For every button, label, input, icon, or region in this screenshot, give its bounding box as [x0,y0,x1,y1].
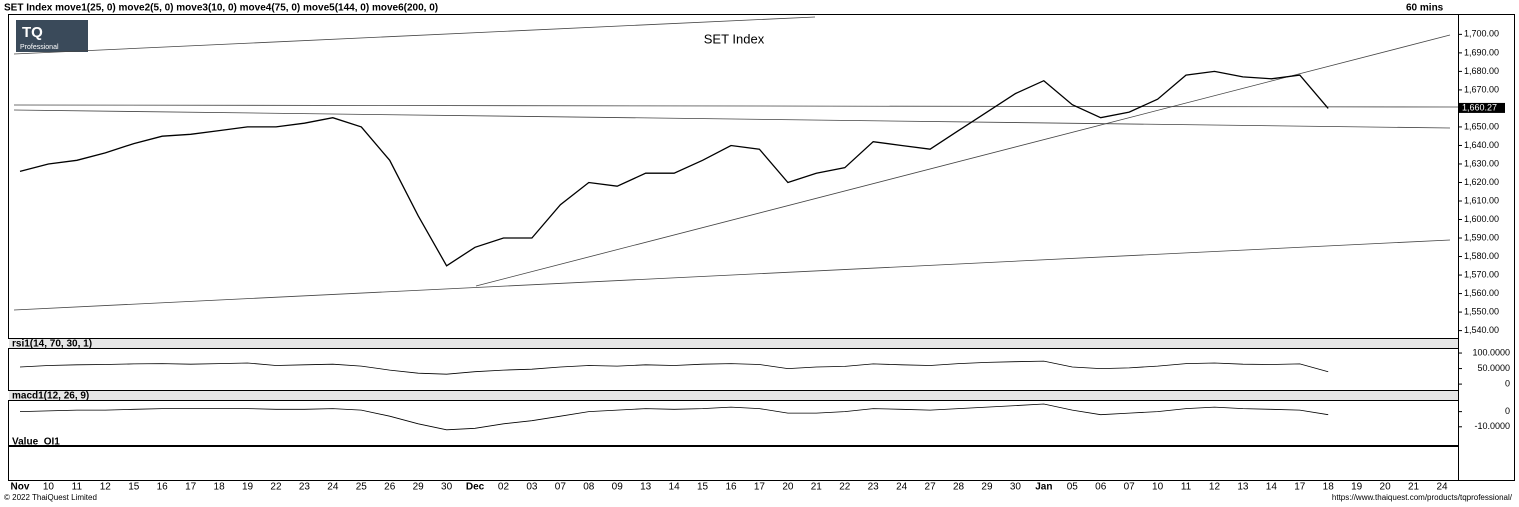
y-tick-label: 0 [1505,378,1510,388]
y-tick-label: 1,580.00 [1464,251,1499,261]
trend-line [13,239,1451,311]
x-tick-label: 29 [981,482,993,493]
x-tick-label: 20 [782,482,794,493]
panel-frames [8,14,1515,481]
x-tick-label: Dec [466,482,485,493]
x-tick-label: 13 [1237,482,1249,493]
rsi-line [19,360,1329,375]
x-tick-label: 22 [270,482,282,493]
x-tick-label: 03 [526,482,538,493]
x-tick-label: 29 [413,482,425,493]
x-tick-label: 19 [1351,482,1363,493]
x-tick-label: 30 [1010,482,1022,493]
y-tick-label: 1,630.00 [1464,158,1499,168]
interval: 60 mins [1406,3,1444,14]
x-tick-label: 14 [1266,482,1278,493]
x-tick-label: 15 [128,482,140,493]
y-tick-label: 1,570.00 [1464,269,1499,279]
x-tick-label: 05 [1067,482,1079,493]
oi-label: Value_OI1 [12,437,60,448]
x-tick-label: 10 [1152,482,1164,493]
y-tick-label: 1,680.00 [1464,66,1499,76]
x-tick-label: 30 [441,482,453,493]
x-tick-label: 17 [754,482,766,493]
rsi-header-bar [9,339,1458,348]
y-tick-label: 1,640.00 [1464,140,1499,150]
x-tick-label: 12 [1209,482,1221,493]
x-tick-label: 22 [839,482,851,493]
x-tick-label: 02 [498,482,510,493]
x-tick-label: Nov [11,482,30,493]
x-tick-label: 24 [327,482,339,493]
x-tick-label: Jan [1035,482,1052,493]
x-tick-label: 10 [43,482,55,493]
x-tick-label: 20 [1380,482,1392,493]
rsi-label: rsi1(14, 70, 30, 1) [12,339,92,350]
logo-text: TQ [22,24,43,41]
y-tick-label: 1,650.00 [1464,121,1499,131]
y-tick-label: 50.0000 [1477,363,1510,373]
macd-label: macd1(12, 26, 9) [12,391,89,402]
x-tick-label: 11 [1181,482,1192,493]
x-tick-label: 06 [1095,482,1107,493]
x-tick-label: 09 [612,482,624,493]
trend-lines [13,16,1459,311]
logo-sub: Professional [20,44,59,51]
copyright: © 2022 ThaiQuest Limited [4,493,97,502]
x-tick-label: 25 [356,482,368,493]
x-tick-label: 17 [185,482,197,493]
y-tick-label: 1,540.00 [1464,325,1499,335]
x-tick-label: 16 [725,482,737,493]
x-tick-label: 17 [1294,482,1306,493]
indicator-header: SET Index move1(25, 0) move2(5, 0) move3… [4,3,438,14]
y-tick-label: 1,610.00 [1464,195,1499,205]
x-tick-label: 23 [299,482,311,493]
chart-title: SET Index [704,31,765,46]
x-tick-label: 14 [669,482,681,493]
y-tick-label: 1,590.00 [1464,232,1499,242]
y-tick-label: 1,550.00 [1464,306,1499,316]
url: https://www.thaiquest.com/products/tqpro… [1332,493,1513,502]
x-tick-label: 23 [868,482,880,493]
trend-line [13,109,1451,129]
y-tick-label: 1,690.00 [1464,47,1499,57]
y-tick-label: 1,560.00 [1464,288,1499,298]
trend-line [13,104,1459,108]
x-tick-label: 15 [697,482,709,493]
y-tick-label: 0 [1505,406,1510,416]
y-tick-label: -10.0000 [1474,421,1510,431]
last-price-label: 1,660.27 [1462,102,1497,112]
y-tick-label: 1,670.00 [1464,84,1499,94]
y-tick-label: 1,700.00 [1464,29,1499,39]
x-tick-label: 11 [72,482,83,493]
y-tick-label: 100.0000 [1472,347,1510,357]
x-tick-label: 12 [100,482,112,493]
last-price-box [1459,102,1505,113]
macd-line [19,403,1329,431]
macd-header-bar [9,391,1458,400]
logo-box [16,20,88,52]
x-tick-label: 08 [583,482,595,493]
x-tick-label: 07 [555,482,567,493]
x-tick-label: 26 [384,482,396,493]
x-tick-label: 07 [1124,482,1136,493]
x-tick-label: 16 [157,482,169,493]
x-tick-label: 19 [242,482,254,493]
price-line [19,70,1329,267]
x-tick-label: 27 [925,482,937,493]
x-tick-label: 21 [1408,482,1420,493]
trend-line [13,16,816,55]
y-tick-label: 1,600.00 [1464,214,1499,224]
x-tick-label: 28 [953,482,965,493]
x-tick-label: 13 [640,482,652,493]
x-tick-label: 18 [214,482,226,493]
x-tick-label: 21 [811,482,823,493]
x-tick-label: 18 [1323,482,1335,493]
y-tick-label: 1,620.00 [1464,177,1499,187]
x-tick-label: 24 [1436,482,1448,493]
x-tick-label: 24 [896,482,908,493]
